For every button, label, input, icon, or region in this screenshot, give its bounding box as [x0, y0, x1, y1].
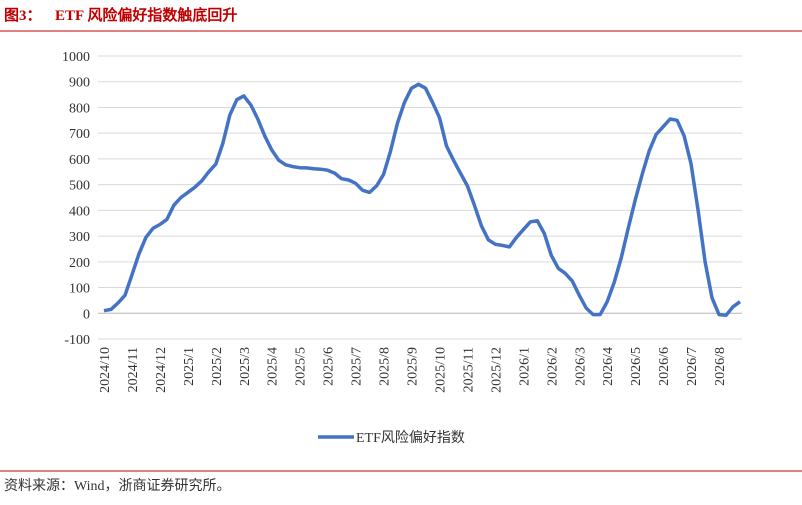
x-tick-label: 2025/11 — [461, 347, 476, 392]
y-tick-label: 500 — [69, 179, 90, 194]
x-tick-label: 2025/2 — [210, 347, 225, 386]
series-line — [103, 82, 742, 318]
x-tick-label: 2025/10 — [433, 347, 448, 393]
x-tick-label: 2024/12 — [154, 347, 169, 393]
x-tick-label: 2026/4 — [601, 347, 616, 386]
y-tick-label: 1000 — [62, 50, 90, 65]
x-tick-label: 2026/7 — [685, 347, 700, 386]
x-tick-label: 2025/1 — [182, 347, 197, 386]
y-tick-label: 900 — [69, 76, 90, 91]
legend-label: ETF风险偏好指数 — [356, 430, 465, 446]
y-tick-label: 600 — [69, 153, 90, 168]
chart-title: ETF 风险偏好指数触底回升 — [55, 6, 237, 24]
x-tick-label: 2024/11 — [126, 347, 141, 392]
x-tick-label: 2026/5 — [629, 347, 644, 386]
y-tick-label: 300 — [69, 230, 90, 245]
x-tick-label: 2025/9 — [406, 347, 421, 386]
x-tick-label: 2025/7 — [350, 347, 365, 386]
x-tick-label: 2025/6 — [322, 347, 337, 386]
y-tick-label: 200 — [69, 256, 90, 271]
x-tick-label: 2025/12 — [489, 347, 504, 393]
x-tick-label: 2025/5 — [294, 347, 309, 386]
x-tick-label: 2026/6 — [657, 347, 672, 386]
y-tick-label: 700 — [69, 127, 90, 142]
x-tick-label: 2025/4 — [266, 347, 281, 386]
y-tick-label: 0 — [83, 307, 90, 322]
x-tick-label: 2024/10 — [98, 347, 113, 393]
y-tick-label: 100 — [69, 282, 90, 297]
x-tick-label: 2026/1 — [517, 347, 532, 386]
x-tick-label: 2026/2 — [545, 347, 560, 386]
x-tick-label: 2026/8 — [713, 347, 728, 386]
x-tick-label: 2026/3 — [573, 347, 588, 386]
y-tick-label: 800 — [69, 101, 90, 116]
x-tick-label: 2025/8 — [378, 347, 393, 386]
x-tick-label: 2025/3 — [238, 347, 253, 386]
y-tick-label: -100 — [64, 333, 90, 348]
figure-label: 图3： — [4, 7, 42, 24]
source: 资料来源：Wind，浙商证券研究所。 — [4, 478, 231, 494]
y-tick-label: 400 — [69, 204, 90, 219]
